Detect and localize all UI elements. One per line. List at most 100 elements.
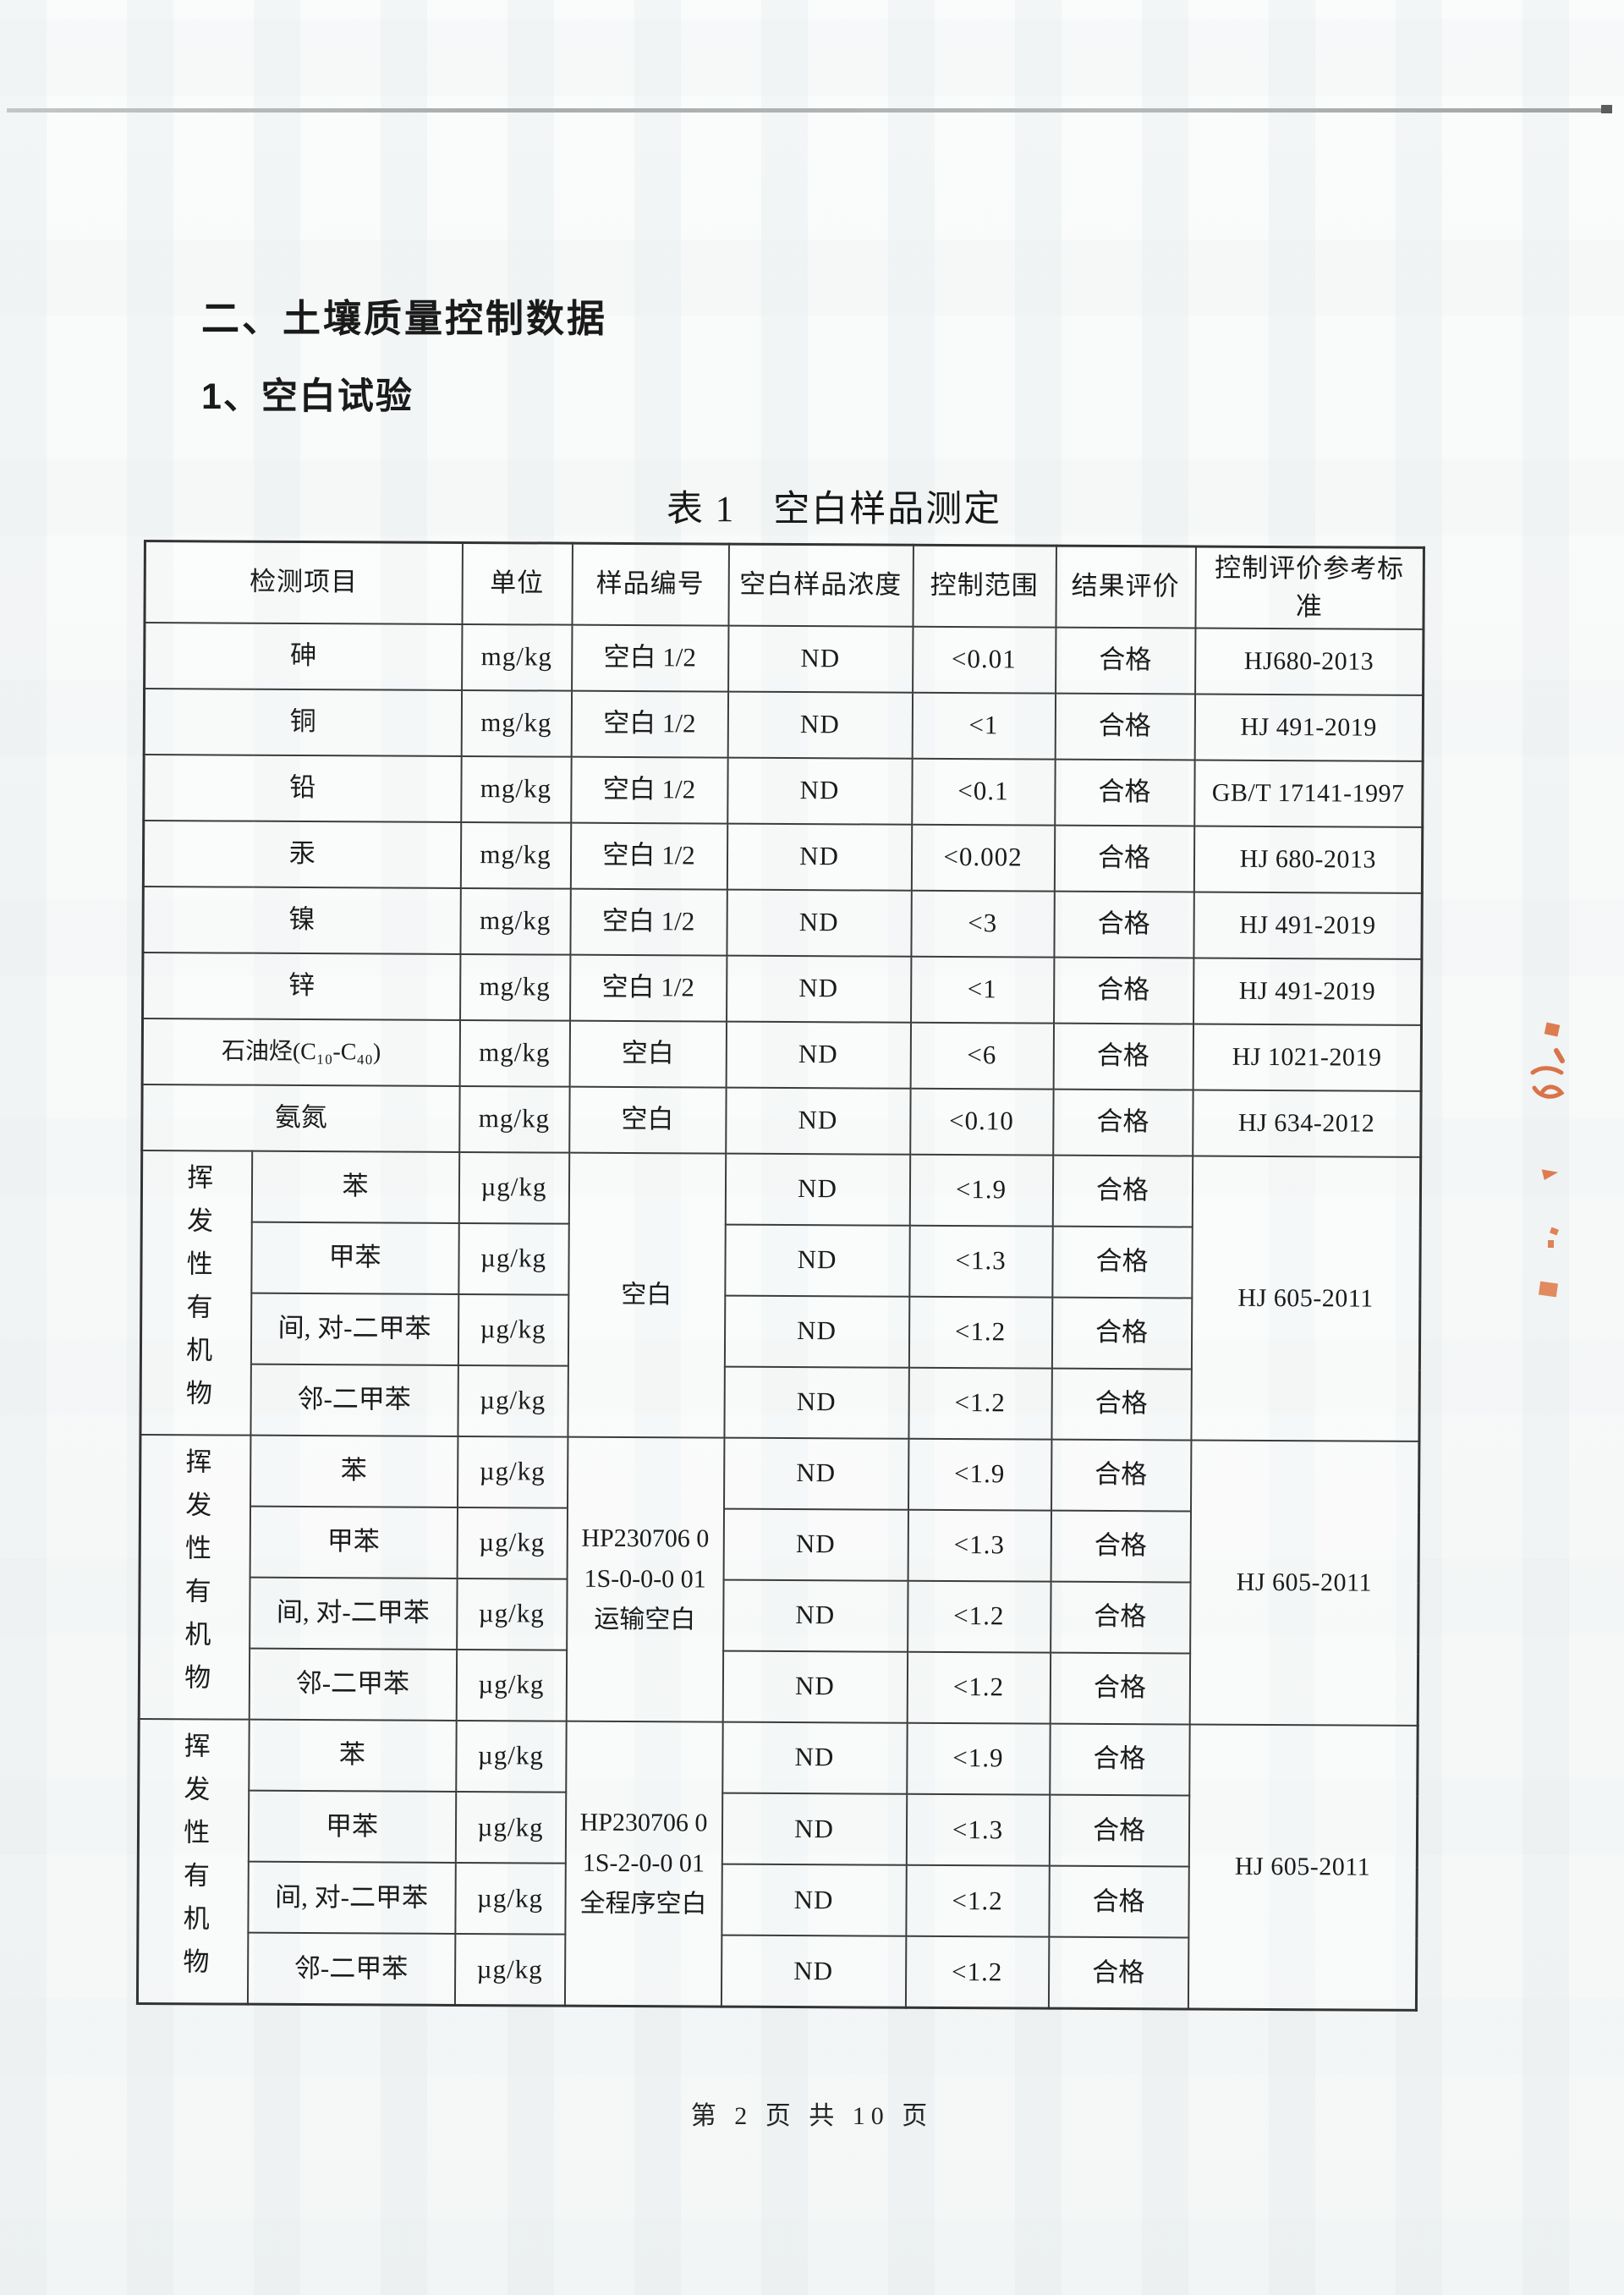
header-reference-standard: 控制评价参考标准 <box>1194 546 1424 629</box>
cell-result: 合格 <box>1050 1652 1190 1725</box>
cell-standard: HJ680-2013 <box>1194 628 1424 695</box>
section-title: 二、土壤质量控制数据 <box>201 297 608 340</box>
cell-unit: µg/kg <box>456 1649 567 1721</box>
cell-standard: HJ 491-2019 <box>1193 892 1423 959</box>
subsection-title: 1、空白试验 <box>201 376 414 417</box>
cell-range: <1.3 <box>908 1509 1051 1582</box>
table-row: 氨氮 mg/kg 空白 ND <0.10 合格 HJ 634-2012 <box>141 1084 1422 1157</box>
cell-result: 合格 <box>1050 1581 1191 1654</box>
cell-result: 合格 <box>1054 759 1195 826</box>
table-row: 锌 mg/kg 空白 1/2 ND <1 合格 HJ 491-2019 <box>142 952 1422 1025</box>
cell-result: 合格 <box>1055 693 1195 760</box>
cell-range: <1 <box>912 692 1056 760</box>
cell-unit: µg/kg <box>456 1578 568 1650</box>
cell-result: 合格 <box>1053 1023 1193 1090</box>
header-result: 结果评价 <box>1055 546 1196 629</box>
cell-result: 合格 <box>1051 1297 1192 1370</box>
cell-unit: µg/kg <box>454 1863 566 1935</box>
cell-range: <1.9 <box>909 1154 1053 1227</box>
cell-range: <0.01 <box>912 626 1056 694</box>
cell-range: <1 <box>910 956 1054 1024</box>
cell-result: 合格 <box>1048 1936 1188 2009</box>
cell-result: 合格 <box>1052 1155 1193 1227</box>
cell-item: 甲苯 <box>248 1790 456 1864</box>
header-item: 检测项目 <box>144 541 463 624</box>
header-blank-concentration: 空白样品浓度 <box>727 544 914 627</box>
table-row: 汞 mg/kg 空白 1/2 ND <0.002 合格 HJ 680-2013 <box>143 820 1423 893</box>
cell-range: <1.2 <box>905 1864 1050 1937</box>
cell-range: <1.3 <box>906 1793 1050 1866</box>
cell-unit: mg/kg <box>459 1019 570 1087</box>
cell-conc: ND <box>725 1153 910 1226</box>
cell-conc: ND <box>726 955 911 1023</box>
cell-range: <6 <box>910 1022 1054 1090</box>
cell-conc: ND <box>723 1508 908 1581</box>
cell-range: <1.3 <box>908 1225 1053 1298</box>
scan-edge-mark <box>1601 105 1612 113</box>
cell-conc: ND <box>722 1650 908 1723</box>
cell-range: <1.9 <box>908 1438 1051 1511</box>
table-caption: 表 1 空白样品测定 <box>667 490 1002 530</box>
cell-range: <3 <box>910 890 1055 958</box>
cell-standard: HJ 605-2011 <box>1189 1440 1419 1726</box>
scan-ink-squiggle-mark <box>1530 1048 1565 1099</box>
cell-range: <1.2 <box>908 1296 1052 1369</box>
cell-unit: mg/kg <box>461 623 572 691</box>
cell-range: <1.9 <box>906 1722 1051 1795</box>
cell-conc: ND <box>724 1295 909 1368</box>
cell-conc: ND <box>723 1366 909 1439</box>
cell-unit: mg/kg <box>460 821 571 889</box>
cell-item: 砷 <box>144 622 462 690</box>
cell-conc: ND <box>721 1935 906 2008</box>
cell-result: 合格 <box>1049 1723 1190 1796</box>
cell-sample: HP230706 01S-2-0-0 01 全程序空白 <box>564 1721 723 2007</box>
cell-result: 合格 <box>1053 957 1193 1024</box>
cell-item: 邻-二甲苯 <box>249 1648 457 1721</box>
cell-conc: ND <box>724 1224 910 1297</box>
cell-item: 间, 对-二甲苯 <box>250 1293 458 1365</box>
cell-conc: ND <box>722 1579 908 1652</box>
cell-item: 铜 <box>144 688 462 756</box>
cell-unit: µg/kg <box>455 1720 567 1793</box>
cell-item: 苯 <box>250 1435 458 1507</box>
cell-result: 合格 <box>1055 627 1195 695</box>
cell-unit: mg/kg <box>459 953 570 1021</box>
cell-standard: HJ 491-2019 <box>1193 958 1422 1025</box>
cell-sample: 空白 1/2 <box>569 954 727 1022</box>
cell-range: <0.002 <box>911 824 1055 892</box>
cell-range: <1.2 <box>907 1651 1051 1724</box>
cell-range: <0.1 <box>911 758 1056 826</box>
cell-item: 锌 <box>142 952 460 1020</box>
table-row: 挥发性有机物 苯 µg/kg HP230706 01S-2-0-0 01 全程序… <box>137 1718 1418 2011</box>
cell-standard: HJ 605-2011 <box>1188 1724 1418 2011</box>
cell-item: 氨氮 <box>141 1084 460 1152</box>
cell-standard: HJ 634-2012 <box>1192 1090 1422 1157</box>
cell-sample: 空白 1/2 <box>569 888 727 956</box>
cell-unit: mg/kg <box>460 755 572 823</box>
table-row: 镍 mg/kg 空白 1/2 ND <3 合格 HJ 491-2019 <box>142 886 1423 959</box>
cell-item: 甲苯 <box>250 1222 459 1294</box>
cell-sample: 空白 1/2 <box>571 690 728 758</box>
cell-unit: µg/kg <box>454 1934 565 2007</box>
header-control-range: 控制范围 <box>912 545 1056 628</box>
cell-conc: ND <box>727 823 912 891</box>
cell-item: 邻-二甲苯 <box>247 1932 455 2006</box>
cell-standard: HJ 605-2011 <box>1190 1156 1421 1441</box>
cell-item: 苯 <box>248 1719 457 1792</box>
scan-ink-mark <box>1544 1022 1561 1037</box>
cell-item: 间, 对-二甲苯 <box>249 1577 458 1650</box>
cell-sample: 空白 1/2 <box>570 822 727 890</box>
cell-unit: µg/kg <box>457 1436 568 1508</box>
header-unit: 单位 <box>461 542 573 625</box>
cell-item: 苯 <box>251 1150 459 1223</box>
cell-sample: HP230706 01S-0-0-0 01 运输空白 <box>566 1436 724 1722</box>
cell-standard: HJ 1021-2019 <box>1193 1024 1422 1091</box>
cell-result: 合格 <box>1051 1368 1192 1441</box>
cell-unit: µg/kg <box>458 1222 569 1295</box>
cell-group-label: 挥发性有机物 <box>139 1434 250 1720</box>
cell-conc: ND <box>726 1021 911 1089</box>
cell-conc: ND <box>727 625 913 693</box>
cell-unit: µg/kg <box>457 1507 568 1579</box>
cell-result: 合格 <box>1054 825 1194 892</box>
